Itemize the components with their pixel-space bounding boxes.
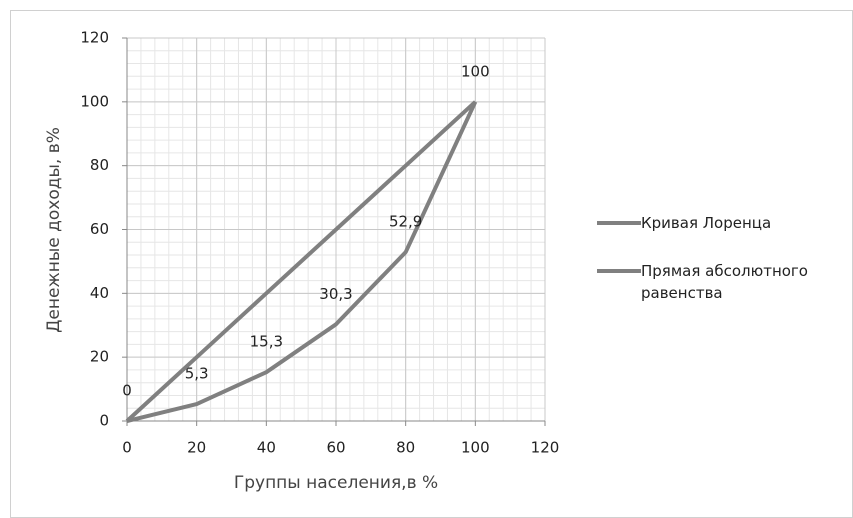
data-label: 52,9 <box>389 213 422 231</box>
x-tick-label: 40 <box>257 439 276 457</box>
x-tick-label: 120 <box>531 439 560 457</box>
data-label: 30,3 <box>319 285 352 303</box>
legend: Кривая Лоренца Прямая абсолютного равенст… <box>597 212 847 330</box>
series-line <box>125 100 477 423</box>
y-tick-label: 40 <box>90 284 109 302</box>
y-tick-label: 20 <box>90 348 109 366</box>
data-label: 15,3 <box>250 333 283 351</box>
y-axis-label: Денежные доходы, в% <box>44 127 64 333</box>
y-tick-label: 0 <box>99 412 109 430</box>
legend-label: Прямая абсолютного равенства <box>641 262 808 302</box>
x-tick-label: 60 <box>326 439 345 457</box>
y-tick-label: 120 <box>80 29 109 47</box>
x-tick-label: 80 <box>396 439 415 457</box>
legend-entry: Прямая абсолютного равенства <box>597 260 847 304</box>
data-label: 0 <box>122 382 132 400</box>
data-label: 5,3 <box>185 365 209 383</box>
y-tick-label: 60 <box>90 220 109 238</box>
x-tick-label: 100 <box>461 439 490 457</box>
x-axis-label: Группы населения,в % <box>234 473 438 493</box>
legend-swatch <box>597 269 641 273</box>
legend-entry: Кривая Лоренца <box>597 212 847 234</box>
x-tick-label: 0 <box>122 439 132 457</box>
y-tick-label: 80 <box>90 156 109 174</box>
data-label: 100 <box>461 62 490 80</box>
x-tick-label: 20 <box>187 439 206 457</box>
series-line <box>126 100 478 423</box>
legend-swatch <box>597 221 641 225</box>
legend-label: Кривая Лоренца <box>641 214 772 232</box>
y-tick-label: 100 <box>80 92 109 110</box>
